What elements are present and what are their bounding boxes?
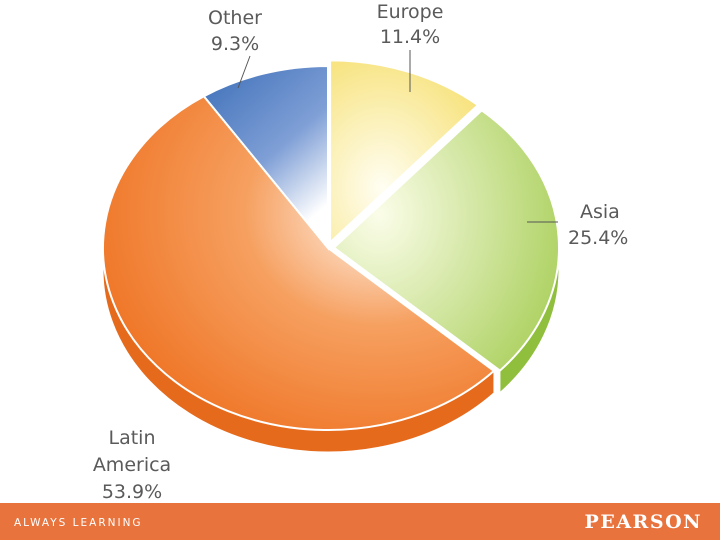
footer-tagline: ALWAYS LEARNING bbox=[14, 517, 143, 529]
label-asia-name: Asia bbox=[580, 201, 620, 223]
slice-asia bbox=[332, 109, 560, 372]
label-latin-america-value: 53.9% bbox=[102, 481, 162, 503]
slice-europe bbox=[329, 59, 480, 245]
pearson-logo: PEARSON bbox=[584, 511, 702, 533]
label-asia-value: 25.4% bbox=[568, 227, 628, 249]
slice-other bbox=[202, 64, 329, 251]
pie-chart: Europe 11.4% Other 9.3% Asia 25.4% Latin… bbox=[93, 1, 629, 503]
footer-bar: ALWAYS LEARNING PEARSON bbox=[0, 503, 720, 540]
leader-lines bbox=[237, 50, 558, 223]
label-latin-america-name-line1: Latin bbox=[109, 427, 156, 449]
leader-line-other bbox=[237, 55, 251, 89]
pie-slices bbox=[102, 59, 560, 453]
label-other-value: 9.3% bbox=[211, 33, 259, 55]
label-latin-america-name-line2: America bbox=[93, 454, 171, 476]
label-europe-name: Europe bbox=[377, 1, 444, 23]
label-other-name: Other bbox=[208, 7, 262, 29]
slice-latin-america bbox=[102, 94, 496, 431]
label-europe-value: 11.4% bbox=[380, 26, 440, 48]
